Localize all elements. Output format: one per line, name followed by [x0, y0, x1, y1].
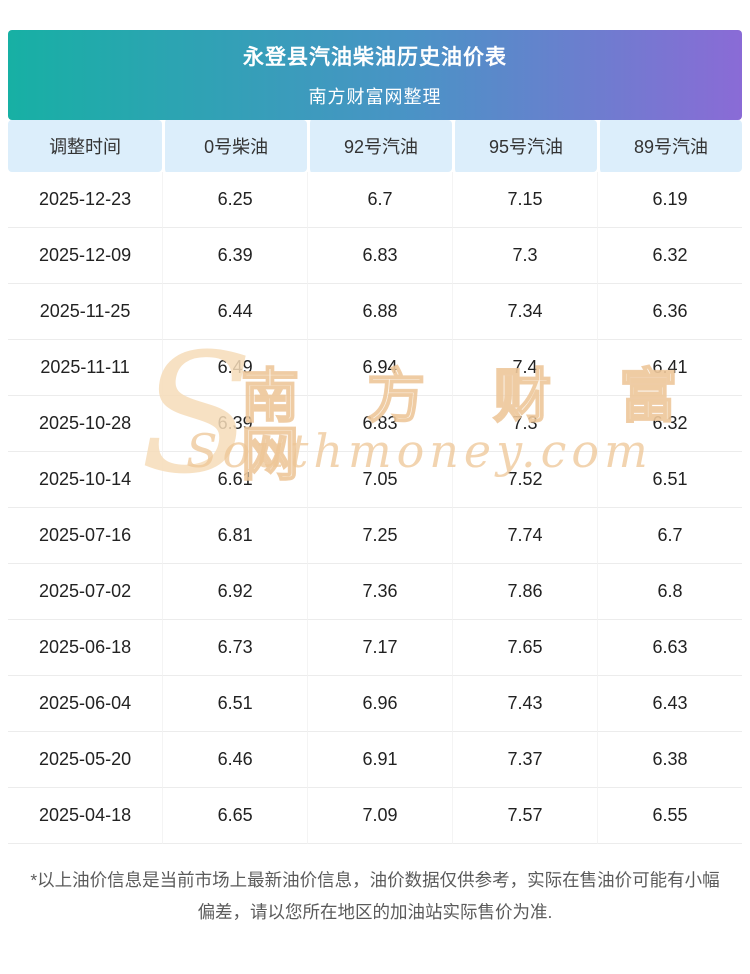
- price-cell: 7.86: [452, 564, 597, 620]
- price-table-wrap: 调整时间 0号柴油 92号汽油 95号汽油 89号汽油 2025-12-23 6.25 6.…: [8, 120, 742, 844]
- table-row: 2025-05-20 6.46 6.91 7.37 6.38: [8, 732, 742, 788]
- price-cell: 6.39: [162, 396, 308, 452]
- price-cell: 7.09: [307, 788, 453, 844]
- price-cell: 6.83: [307, 228, 453, 284]
- date-cell: 2025-12-09: [8, 228, 163, 284]
- price-cell: 7.36: [307, 564, 453, 620]
- price-cell: 6.83: [307, 396, 453, 452]
- price-cell: 7.3: [452, 228, 597, 284]
- table-header: 调整时间 0号柴油 92号汽油 95号汽油 89号汽油: [8, 120, 742, 172]
- table-row: 2025-11-11 6.49 6.94 7.4 6.41: [8, 340, 742, 396]
- price-cell: 7.25: [307, 508, 453, 564]
- date-cell: 2025-04-18: [8, 788, 163, 844]
- price-cell: 6.25: [162, 172, 308, 228]
- price-cell: 6.73: [162, 620, 308, 676]
- date-cell: 2025-11-11: [8, 340, 163, 396]
- column-header-1: 0号柴油: [162, 120, 308, 172]
- price-cell: 6.44: [162, 284, 308, 340]
- price-cell: 7.52: [452, 452, 597, 508]
- table-row: 2025-10-14 6.61 7.05 7.52 6.51: [8, 452, 742, 508]
- column-header-0: 调整时间: [8, 120, 163, 172]
- price-cell: 6.41: [596, 340, 742, 396]
- table-row: 2025-12-09 6.39 6.83 7.3 6.32: [8, 228, 742, 284]
- column-header-4: 89号汽油: [596, 120, 742, 172]
- price-cell: 6.55: [596, 788, 742, 844]
- price-cell: 6.32: [596, 396, 742, 452]
- table-header-row: 调整时间 0号柴油 92号汽油 95号汽油 89号汽油: [8, 120, 742, 172]
- price-cell: 7.15: [452, 172, 597, 228]
- price-cell: 7.65: [452, 620, 597, 676]
- price-cell: 7.4: [452, 340, 597, 396]
- date-cell: 2025-11-25: [8, 284, 163, 340]
- table-row: 2025-12-23 6.25 6.7 7.15 6.19: [8, 172, 742, 228]
- price-cell: 6.91: [307, 732, 453, 788]
- price-cell: 6.94: [307, 340, 453, 396]
- price-cell: 6.46: [162, 732, 308, 788]
- price-cell: 6.88: [307, 284, 453, 340]
- price-table: 调整时间 0号柴油 92号汽油 95号汽油 89号汽油 2025-12-23 6.25 6.…: [8, 120, 742, 844]
- price-cell: 6.92: [162, 564, 308, 620]
- oil-price-page: 永登县汽油柴油历史油价表 南方财富网整理 调整时间 0号柴油 92号汽油 95号汽油 8…: [0, 30, 750, 974]
- price-cell: 6.39: [162, 228, 308, 284]
- column-header-3: 95号汽油: [452, 120, 597, 172]
- price-cell: 6.51: [162, 676, 308, 732]
- disclaimer-text: *以上油价信息是当前市场上最新油价信息，油价数据仅供参考，实际在售油价可能有小幅…: [30, 870, 720, 923]
- price-cell: 6.65: [162, 788, 308, 844]
- price-cell: 6.38: [596, 732, 742, 788]
- date-cell: 2025-07-16: [8, 508, 163, 564]
- price-cell: 6.49: [162, 340, 308, 396]
- table-row: 2025-06-18 6.73 7.17 7.65 6.63: [8, 620, 742, 676]
- page-title: 永登县汽油柴油历史油价表: [243, 46, 507, 69]
- price-cell: 6.63: [596, 620, 742, 676]
- column-header-2: 92号汽油: [307, 120, 453, 172]
- price-cell: 7.34: [452, 284, 597, 340]
- price-cell: 7.57: [452, 788, 597, 844]
- table-row: 2025-10-28 6.39 6.83 7.3 6.32: [8, 396, 742, 452]
- price-cell: 7.3: [452, 396, 597, 452]
- table-row: 2025-04-18 6.65 7.09 7.57 6.55: [8, 788, 742, 844]
- price-cell: 6.36: [596, 284, 742, 340]
- table-row: 2025-07-02 6.92 7.36 7.86 6.8: [8, 564, 742, 620]
- price-cell: 6.81: [162, 508, 308, 564]
- table-row: 2025-11-25 6.44 6.88 7.34 6.36: [8, 284, 742, 340]
- price-cell: 6.51: [596, 452, 742, 508]
- date-cell: 2025-10-14: [8, 452, 163, 508]
- price-cell: 6.7: [307, 172, 453, 228]
- date-cell: 2025-07-02: [8, 564, 163, 620]
- price-cell: 6.8: [596, 564, 742, 620]
- date-cell: 2025-12-23: [8, 172, 163, 228]
- date-cell: 2025-10-28: [8, 396, 163, 452]
- table-row: 2025-06-04 6.51 6.96 7.43 6.43: [8, 676, 742, 732]
- page-subtitle: 南方财富网整理: [308, 87, 442, 107]
- table-row: 2025-07-16 6.81 7.25 7.74 6.7: [8, 508, 742, 564]
- price-cell: 6.19: [596, 172, 742, 228]
- price-cell: 7.05: [307, 452, 453, 508]
- price-cell: 6.96: [307, 676, 453, 732]
- price-cell: 6.61: [162, 452, 308, 508]
- date-cell: 2025-06-18: [8, 620, 163, 676]
- price-cell: 7.74: [452, 508, 597, 564]
- price-cell: 7.43: [452, 676, 597, 732]
- price-cell: 7.37: [452, 732, 597, 788]
- table-body: 2025-12-23 6.25 6.7 7.15 6.19 2025-12-09 6.39 6…: [8, 172, 742, 844]
- date-cell: 2025-05-20: [8, 732, 163, 788]
- price-cell: 6.32: [596, 228, 742, 284]
- price-cell: 7.17: [307, 620, 453, 676]
- date-cell: 2025-06-04: [8, 676, 163, 732]
- page-header: 永登县汽油柴油历史油价表 南方财富网整理: [8, 30, 742, 120]
- price-cell: 6.43: [596, 676, 742, 732]
- price-cell: 6.7: [596, 508, 742, 564]
